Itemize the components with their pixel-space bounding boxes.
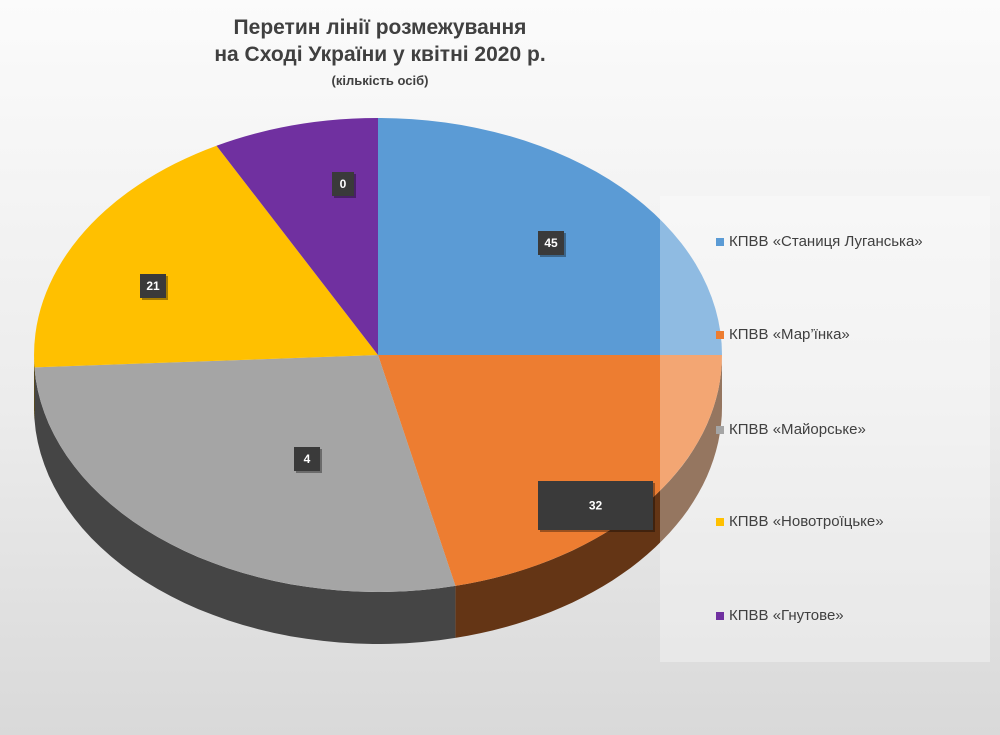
data-label-box bbox=[538, 481, 653, 530]
data-label-2: 4 bbox=[294, 447, 322, 473]
data-label-0: 45 bbox=[538, 231, 566, 257]
data-label-box bbox=[332, 172, 354, 196]
legend-item-maiorske: КПВВ «Майорське» bbox=[716, 421, 866, 438]
data-label-4: 0 bbox=[332, 172, 356, 198]
chart-title-line-1: Перетин лінії розмежування bbox=[233, 16, 527, 39]
chart-title-line-2: на Сході України у квітні 2020 р. bbox=[214, 43, 546, 66]
pie-slice-3 bbox=[34, 145, 378, 368]
chart-title-block: Перетин лінії розмежування на Сході Укра… bbox=[130, 14, 630, 90]
data-label-value: 32 bbox=[589, 499, 603, 513]
legend-swatch bbox=[716, 517, 724, 526]
legend-label: КПВВ «Мар’їнка» bbox=[729, 326, 850, 343]
pie-data-labels: 45 32 4 21 0 bbox=[140, 172, 655, 532]
legend-swatch bbox=[716, 237, 724, 246]
data-label-value: 21 bbox=[146, 279, 160, 293]
legend-label: КПВВ «Гнутове» bbox=[729, 607, 844, 624]
legend-label: КПВВ «Новотроїцьке» bbox=[729, 513, 884, 530]
pie-side-3 bbox=[34, 355, 35, 420]
legend-swatch bbox=[716, 611, 724, 620]
data-label-box bbox=[538, 231, 564, 255]
legend-item-stanytsia-luhanska: КПВВ «Станиця Луганська» bbox=[716, 233, 923, 250]
legend-label: КПВВ «Станиця Луганська» bbox=[729, 233, 923, 250]
pie-side-1 bbox=[455, 355, 722, 638]
legend-label: КПВВ «Майорське» bbox=[729, 421, 866, 438]
legend-item-marinka: КПВВ «Мар’їнка» bbox=[716, 326, 850, 343]
pie-tops bbox=[34, 117, 722, 592]
pie-slice-1 bbox=[378, 355, 722, 586]
legend-swatch bbox=[716, 330, 724, 339]
pie-sides bbox=[34, 355, 722, 644]
chart-subtitle: (кількість осіб) bbox=[331, 73, 429, 88]
data-label-value: 4 bbox=[304, 452, 311, 466]
data-label-1: 32 bbox=[538, 481, 655, 532]
data-label-box bbox=[294, 447, 320, 471]
pie-side-2 bbox=[34, 367, 456, 644]
data-label-box bbox=[140, 274, 166, 298]
pie-slice-2 bbox=[34, 355, 456, 592]
legend-item-hnutove: КПВВ «Гнутове» bbox=[716, 607, 844, 624]
legend-item-novotroitske: КПВВ «Новотроїцьке» bbox=[716, 513, 884, 530]
data-label-value: 45 bbox=[544, 236, 558, 250]
data-label-value: 0 bbox=[340, 177, 347, 191]
legend-swatch bbox=[716, 425, 724, 434]
data-label-3: 21 bbox=[140, 274, 168, 300]
legend: КПВВ «Станиця Луганська» КПВВ «Мар’їнка»… bbox=[660, 196, 990, 662]
